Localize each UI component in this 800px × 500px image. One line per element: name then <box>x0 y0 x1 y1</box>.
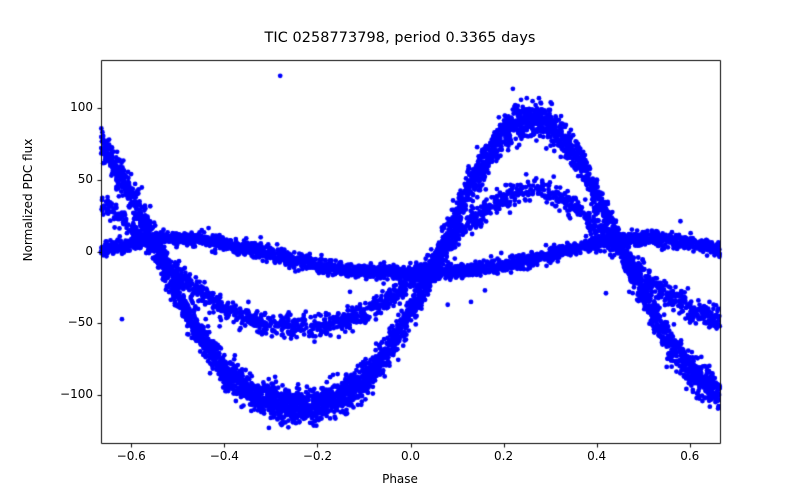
y-tick-label: 50 <box>77 171 93 186</box>
y-tick-label: 100 <box>70 99 93 114</box>
x-tick-label: 0.0 <box>400 449 421 463</box>
x-tick-label: 0.6 <box>680 449 700 463</box>
x-tick-label: 0.2 <box>494 449 514 463</box>
y-tick-label: −50 <box>67 315 93 330</box>
y-axis-label: Normalized PDC flux <box>21 138 35 262</box>
x-tick-label: −0.6 <box>116 449 146 463</box>
x-tick-label: 0.4 <box>587 449 607 463</box>
x-tick-label: −0.2 <box>302 449 332 463</box>
y-tick-label: 0 <box>85 243 93 258</box>
x-axis-label: Phase <box>382 472 418 486</box>
y-tick-label: −100 <box>60 387 93 402</box>
x-tick-label: −0.4 <box>209 449 239 463</box>
